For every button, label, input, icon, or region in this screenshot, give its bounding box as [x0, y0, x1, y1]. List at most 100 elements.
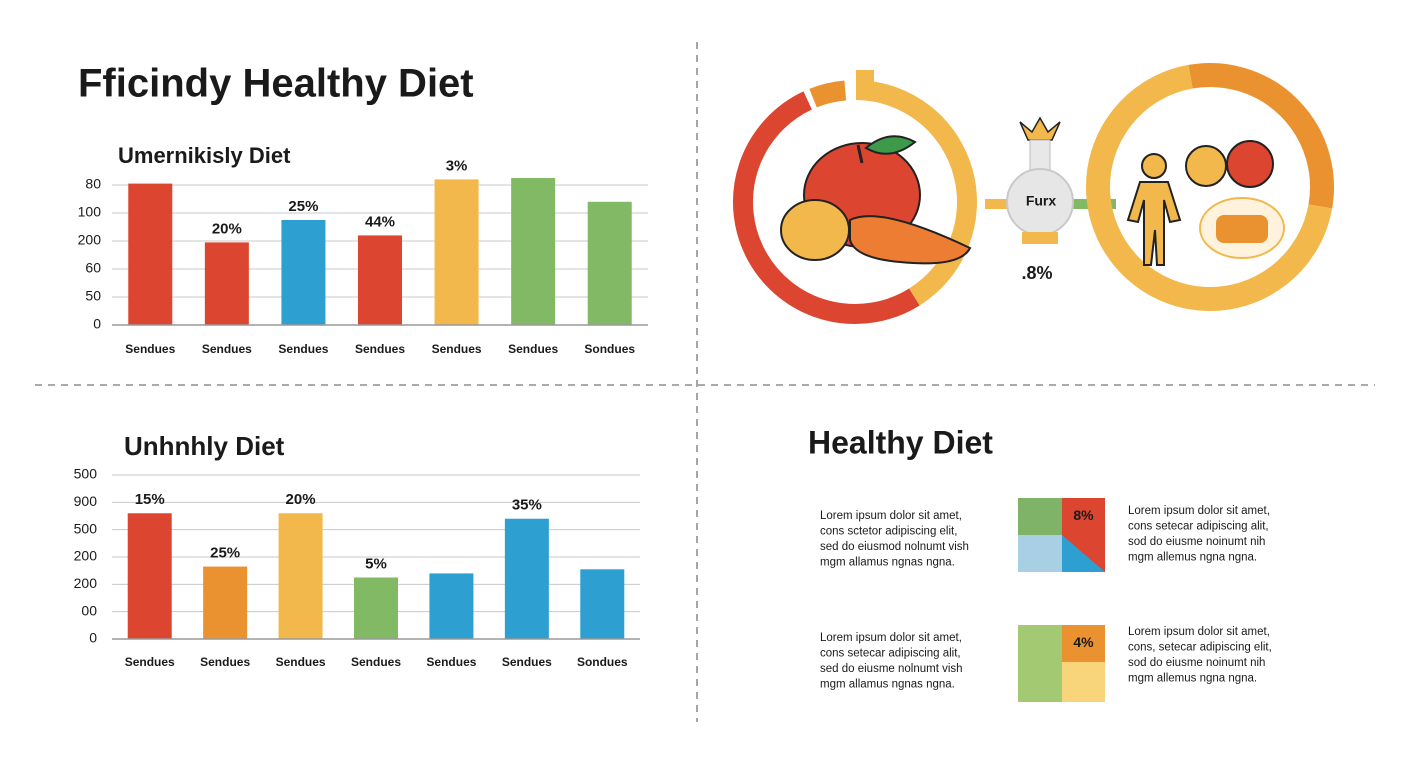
tile: [1018, 498, 1062, 535]
body-text: sed do eiusmod nolnumt vish: [820, 541, 969, 553]
bar-annotation: 15%: [135, 491, 165, 508]
y-tick-label: 500: [74, 520, 98, 536]
x-tick-label: Sendues: [355, 342, 405, 356]
bar-annotation: 3%: [446, 157, 468, 174]
x-tick-label: Sendues: [502, 655, 552, 669]
bar: [587, 201, 632, 325]
tile: [1018, 535, 1062, 572]
head: [1141, 153, 1167, 179]
chart-title: Unhnhly Diet: [124, 431, 285, 461]
bar-annotation: 35%: [512, 497, 542, 514]
ring-arc: [1188, 63, 1334, 209]
x-tick-label: Sendues: [508, 342, 558, 356]
leaf: [864, 135, 917, 155]
bar: [128, 183, 173, 325]
x-tick-label: Sendues: [278, 342, 328, 356]
badge: 4%: [1073, 634, 1094, 650]
crown: [1019, 116, 1061, 141]
bar: [203, 566, 248, 639]
body-text: sod do eiusme noinumt nih: [1128, 536, 1265, 548]
section-title: Healthy Diet: [808, 424, 993, 460]
food: [1216, 215, 1268, 243]
bar-annotation: 20%: [212, 220, 242, 237]
bar: [278, 513, 323, 639]
x-tick-label: Sendues: [125, 342, 175, 356]
x-tick-label: Sendues: [200, 655, 250, 669]
body-text: sod do eiusme noinumt nih: [1128, 657, 1265, 669]
ring-arc: [809, 80, 847, 108]
bar: [429, 573, 474, 639]
fruit: [1226, 140, 1274, 188]
y-tick-label: 50: [85, 288, 101, 304]
body-text: mgm allamus ngnas ngna.: [820, 557, 955, 569]
x-tick-label: Sendues: [276, 655, 326, 669]
ring-arc: [1086, 64, 1333, 311]
y-tick-label: 200: [74, 548, 98, 564]
stem: [856, 144, 864, 164]
tile: [1062, 662, 1105, 702]
bar-annotation: 20%: [286, 491, 316, 508]
y-tick-label: 0: [93, 316, 101, 332]
y-tick-label: 900: [74, 493, 98, 509]
y-tick-label: 60: [85, 260, 101, 276]
bar: [580, 569, 625, 639]
carrot: [849, 215, 972, 265]
body-text: mgm allemus ngna ngna.: [1128, 552, 1257, 564]
bar: [434, 179, 479, 325]
body-text: cons setecar adipiscing alit,: [1128, 521, 1269, 533]
ring-tab: [856, 70, 874, 100]
y-tick-label: 200: [74, 575, 98, 591]
body-text: sed do eiusme nolnumt vish: [820, 663, 963, 675]
x-tick-label: Sendues: [351, 655, 401, 669]
body-text: mgm allamus ngnas ngna.: [820, 679, 955, 691]
y-tick-label: 0: [89, 630, 97, 646]
bar: [504, 518, 549, 639]
bar: [204, 242, 249, 325]
flask-neck: [1029, 139, 1051, 171]
y-tick-label: 80: [85, 176, 101, 192]
x-tick-label: Sendues: [432, 342, 482, 356]
body-text: Lorem ipsum dolor sit amet,: [1128, 626, 1270, 638]
y-tick-label: 500: [74, 466, 98, 482]
ring-arc: [733, 91, 920, 324]
body: [1126, 181, 1182, 266]
potato: [780, 199, 850, 261]
x-tick-label: Sondues: [584, 342, 635, 356]
tile: [1018, 625, 1062, 702]
bar-annotation: 25%: [210, 545, 240, 562]
body-text: mgm allemus ngna ngna.: [1128, 673, 1257, 685]
connector: [985, 199, 1013, 209]
tile: [1062, 625, 1105, 662]
ring-arc: [858, 80, 977, 306]
x-tick-label: Sondues: [577, 655, 628, 669]
flask-label: Furx: [1026, 193, 1057, 209]
bar: [281, 220, 326, 325]
bar: [511, 178, 556, 325]
x-tick-label: Sendues: [202, 342, 252, 356]
bar: [358, 235, 402, 325]
x-tick-label: Sendues: [125, 655, 175, 669]
bar: [127, 513, 172, 639]
bar-annotation: 25%: [288, 198, 318, 215]
body-text: Lorem ipsum dolor sit amet,: [820, 632, 962, 644]
y-tick-label: 200: [78, 232, 102, 248]
body-text: cons setecar adipiscing alit,: [820, 648, 961, 660]
percent-label: .8%: [1021, 263, 1052, 283]
x-tick-label: Sendues: [426, 655, 476, 669]
bar-annotation: 44%: [365, 213, 395, 230]
bar: [354, 577, 398, 639]
y-tick-label: 00: [81, 602, 97, 618]
tile: [1062, 498, 1105, 535]
body-text: cons sctetor adipiscing elit,: [820, 526, 957, 538]
page-title: Fficindy Healthy Diet: [78, 62, 474, 106]
flask-base: [1022, 232, 1058, 244]
chart-title: Umernikisly Diet: [118, 143, 291, 168]
bar-annotation: 5%: [365, 555, 387, 572]
y-tick-label: 100: [78, 204, 102, 220]
body-text: cons, setecar adipiscing elit,: [1128, 642, 1272, 654]
body-text: Lorem ipsum dolor sit amet,: [820, 510, 962, 522]
badge: 8%: [1073, 507, 1094, 523]
tile: [1062, 535, 1105, 572]
